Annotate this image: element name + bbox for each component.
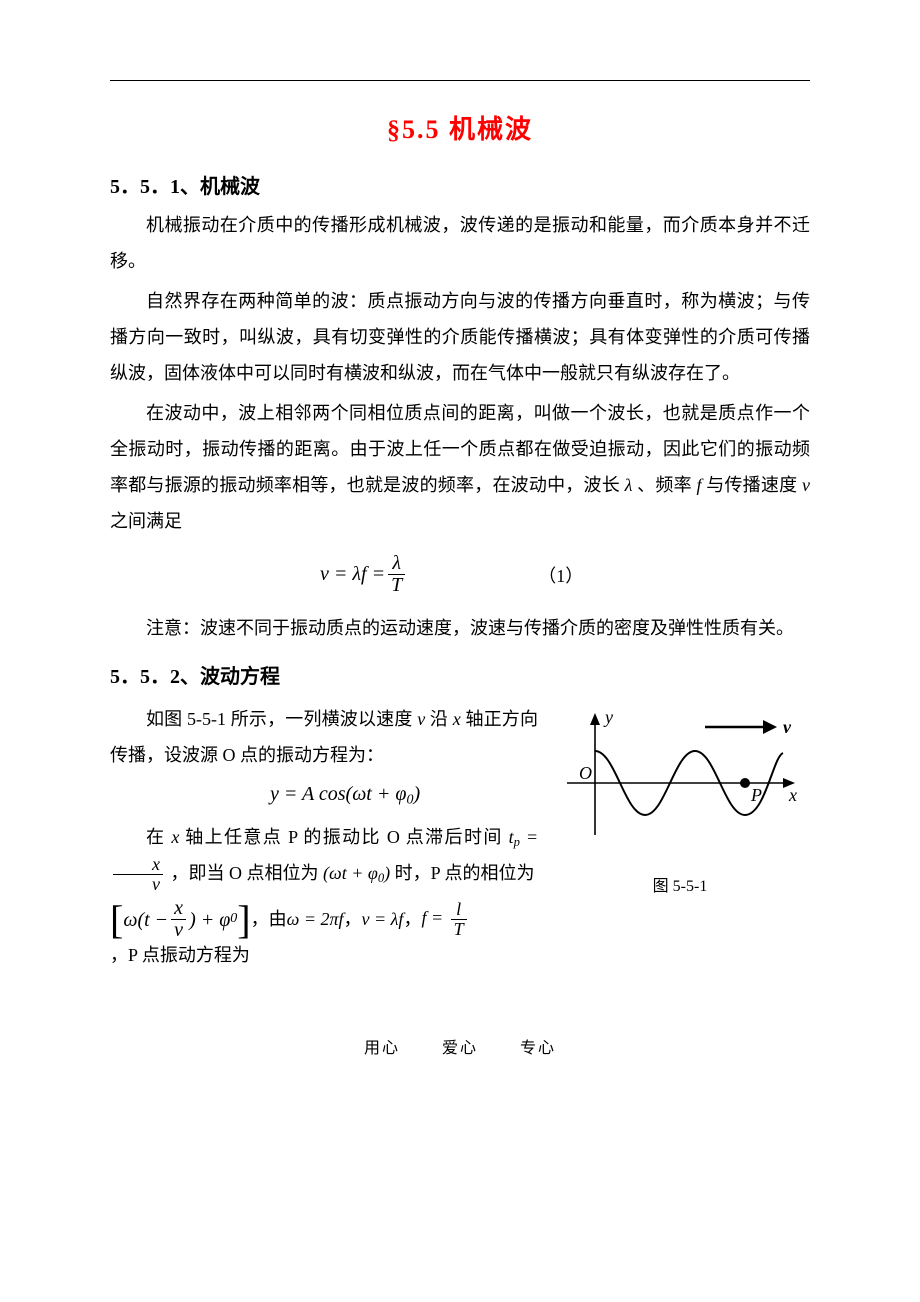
point-p (740, 778, 750, 788)
velocity-label: v (783, 717, 792, 737)
section-1-para-2: 自然界存在两种简单的波：质点振动方向与波的传播方向垂直时，称为横波；与传播方向一… (110, 283, 810, 391)
text: 、频率 (632, 475, 696, 495)
fraction-num: x (171, 898, 186, 919)
br-b: ) + φ (189, 904, 230, 936)
equation-1-body: v = λf = λ T (320, 553, 408, 596)
br-a: ω(t − (123, 904, 168, 936)
fraction-l-over-T: l T (451, 900, 467, 939)
section-1-heading: 5．5．1、机械波 (110, 170, 810, 199)
bracket-expression: [ ω(t − x v ) + φ0 ] (110, 898, 251, 941)
rel-v: v = λf (362, 905, 404, 934)
equation-1-label: （1） (538, 562, 583, 588)
section-2-heading: 5．5．2、波动方程 (110, 660, 810, 689)
fraction-x-over-v: xv (113, 855, 163, 894)
right-bracket-icon: ] (237, 902, 250, 938)
text: ， (344, 905, 362, 934)
two-column-region: 如图 5-5-1 所示，一列横波以速度 v 沿 x 轴正方向传播，设波源 O 点… (110, 697, 810, 974)
fraction-num: l (453, 900, 464, 919)
symbol-x: x (453, 709, 461, 729)
phase-o: (ωt + φ0) (323, 863, 390, 883)
x-axis-label: x (788, 785, 797, 805)
fraction-num: x (113, 855, 163, 874)
top-rule (110, 80, 810, 81)
phase-body: (ωt + φ (323, 863, 378, 883)
eq-body: y = A cos(ωt + φ (270, 783, 406, 805)
fraction-den: v (171, 919, 186, 941)
section-2-para-3: [ ω(t − x v ) + φ0 ] ，由 ω = 2πf ， v = λf… (110, 898, 538, 970)
text: 沿 (425, 709, 453, 729)
fraction-lambda-over-T: λ T (388, 553, 405, 596)
left-bracket-icon: [ (110, 902, 123, 938)
rel-f: f = l T (421, 900, 469, 939)
velocity-arrow-icon (763, 720, 777, 734)
fraction-den: T (451, 919, 467, 939)
two-column-left: 如图 5-5-1 所示，一列横波以速度 v 沿 x 轴正方向传播，设波源 O 点… (110, 697, 538, 974)
footer-a: 用心 (364, 1040, 400, 1057)
y-axis-label: y (603, 707, 613, 727)
y-axis-arrow-icon (590, 713, 600, 725)
two-column-right: y x O v P 图 5-5-1 (550, 697, 810, 896)
text: 与传播速度 (702, 475, 802, 495)
fraction-num: λ (389, 553, 404, 574)
section-1-para-1: 机械振动在介质中的传播形成机械波，波传递的是振动和能量，而介质本身并不迁移。 (110, 207, 810, 279)
text: 之间满足 (110, 511, 182, 531)
section-1-para-3: 在波动中，波上相邻两个同相位质点间的距离，叫做一个波长，也就是质点作一个全振动时… (110, 395, 810, 539)
text: 时，P 点的相位为 (390, 863, 534, 883)
wave-figure: y x O v P (555, 703, 805, 853)
rel-omega: ω = 2πf (287, 905, 344, 934)
text: 在 (146, 827, 171, 847)
subscript-0: 0 (230, 908, 237, 930)
eq-lhs: v = λf = (320, 563, 385, 586)
symbol-v: v (802, 475, 810, 495)
doc-title: §5.5 机械波 (110, 109, 810, 146)
equation-2: y = A cos(ωt + φ0) (270, 783, 538, 809)
footer-b: 爱心 (442, 1040, 478, 1057)
footer-c: 专心 (520, 1040, 556, 1057)
rel-f-lhs: f = (421, 908, 447, 928)
text: 轴上任意点 P 的振动比 O 点滞后时间 (179, 827, 508, 847)
point-p-label: P (750, 785, 762, 805)
text: ，即当 O 点相位为 (171, 863, 324, 883)
eq-end: ) (413, 783, 420, 805)
section-2-para-1: 如图 5-5-1 所示，一列横波以速度 v 沿 x 轴正方向传播，设波源 O 点… (110, 701, 538, 773)
section-1-para-4: 注意：波速不同于振动质点的运动速度，波速与传播介质的密度及弹性性质有关。 (110, 610, 810, 646)
origin-label: O (579, 763, 592, 783)
figure-caption: 图 5-5-1 (550, 872, 810, 896)
section-2-para-2: 在 x 轴上任意点 P 的振动比 O 点滞后时间 tp = xv ，即当 O 点… (110, 819, 538, 895)
page-footer: 用心 爱心 专心 (110, 1034, 810, 1058)
page: §5.5 机械波 5．5．1、机械波 机械振动在介质中的传播形成机械波，波传递的… (0, 0, 920, 1098)
text: ，P 点振动方程为 (110, 941, 250, 970)
equation-1: v = λf = λ T （1） (110, 553, 810, 596)
fraction-x-over-v: x v (171, 898, 186, 941)
fraction-den: v (113, 874, 163, 894)
text: 如图 5-5-1 所示，一列横波以速度 (146, 709, 417, 729)
fraction-den: T (388, 574, 405, 596)
tp-eq: = (520, 827, 538, 847)
text: ， (403, 905, 421, 934)
text: ，由 (251, 905, 287, 934)
